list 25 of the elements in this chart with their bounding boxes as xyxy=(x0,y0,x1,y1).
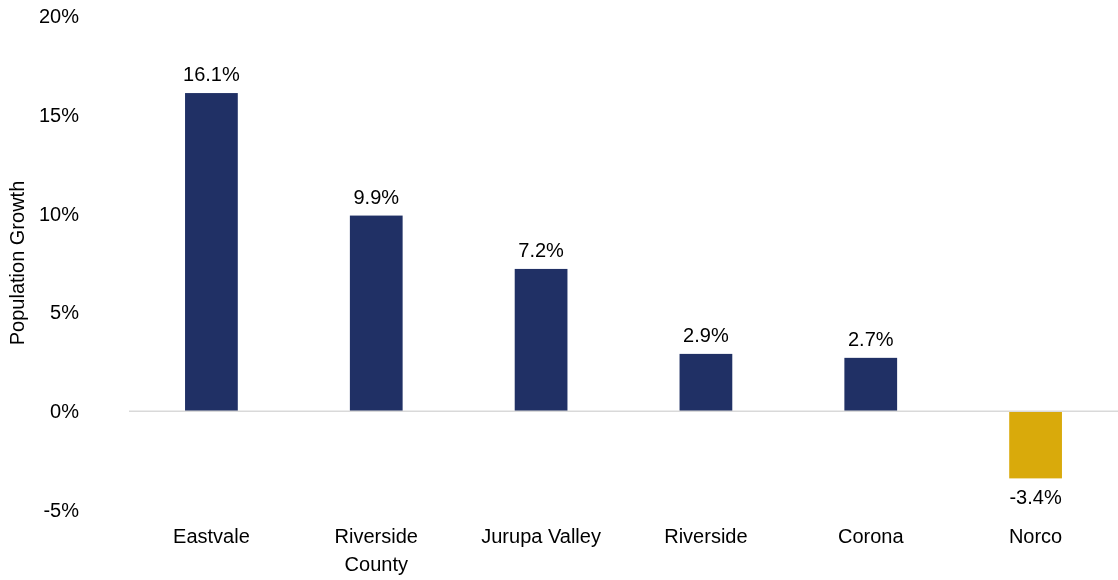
y-tick-label: 20% xyxy=(38,5,80,27)
bar xyxy=(844,357,898,412)
data-label: 9.9% xyxy=(353,185,400,208)
x-tick-label: Eastvale xyxy=(173,525,250,547)
y-tick-label: 15% xyxy=(38,103,80,126)
bar xyxy=(679,353,733,412)
y-tick-label: 5% xyxy=(50,301,80,324)
data-label: 16.1% xyxy=(183,63,240,86)
bar xyxy=(1009,411,1062,479)
bar xyxy=(514,268,568,412)
y-tick-label: 0% xyxy=(50,400,80,423)
x-tick-label: Norco xyxy=(1008,525,1063,547)
x-tick-label: Jurupa Valley xyxy=(481,525,601,547)
y-tick-label: 10% xyxy=(38,202,80,225)
data-label: 2.7% xyxy=(847,327,894,350)
data-label: 7.2% xyxy=(518,238,565,261)
x-tick-label: Riverside County xyxy=(334,525,418,575)
data-label: -3.4% xyxy=(1009,486,1062,509)
y-axis-title: Population Growth xyxy=(6,180,28,346)
data-label: 2.9% xyxy=(683,323,729,346)
bar xyxy=(349,215,403,412)
x-tick-label: Riverside xyxy=(664,525,748,547)
bar xyxy=(185,93,238,412)
x-tick-label: Corona xyxy=(837,525,905,547)
y-tick-label: -5% xyxy=(43,499,80,521)
